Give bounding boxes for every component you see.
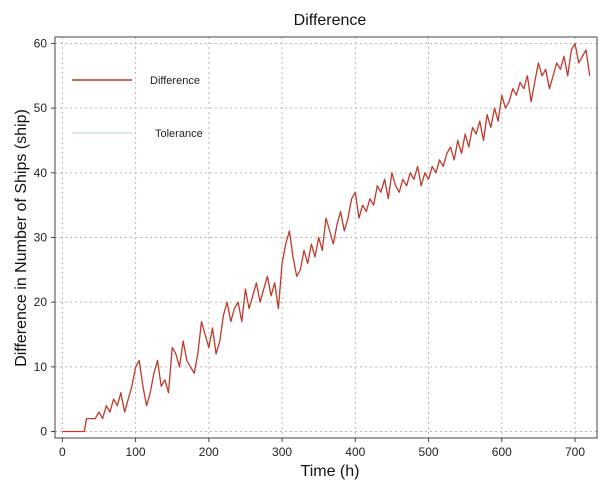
x-tick-label: 300 bbox=[272, 445, 292, 459]
y-tick-label: 50 bbox=[34, 101, 48, 115]
legend-label-difference: Difference bbox=[150, 75, 200, 87]
x-tick-label: 400 bbox=[345, 445, 365, 459]
y-tick-label: 40 bbox=[34, 166, 48, 180]
series-group bbox=[62, 42, 591, 433]
y-tick-label: 30 bbox=[34, 231, 48, 245]
x-axis-ticks: 0 100 200 300 400 500 600 700 bbox=[59, 438, 585, 459]
y-tick-label: 10 bbox=[34, 360, 48, 374]
x-axis-label: Time (h) bbox=[301, 463, 360, 480]
x-tick-label: 200 bbox=[199, 445, 219, 459]
x-tick-label: 700 bbox=[565, 445, 585, 459]
y-tick-label: 20 bbox=[34, 295, 48, 309]
y-tick-label: 0 bbox=[40, 425, 47, 439]
series-line-difference bbox=[62, 42, 591, 433]
chart-title: Difference bbox=[294, 12, 367, 29]
x-tick-label: 0 bbox=[59, 445, 66, 459]
grid bbox=[55, 37, 597, 438]
y-tick-label: 60 bbox=[34, 36, 48, 50]
legend-label-tolerance: Tolerance bbox=[155, 128, 203, 140]
y-axis-label: Difference in Number of Ships (ship) bbox=[13, 109, 30, 367]
x-tick-label: 100 bbox=[126, 445, 146, 459]
x-tick-label: 600 bbox=[492, 445, 512, 459]
y-axis-ticks: 0 10 20 30 40 50 60 bbox=[34, 36, 55, 439]
legend: Difference Tolerance bbox=[72, 75, 203, 140]
x-tick-label: 500 bbox=[419, 445, 439, 459]
